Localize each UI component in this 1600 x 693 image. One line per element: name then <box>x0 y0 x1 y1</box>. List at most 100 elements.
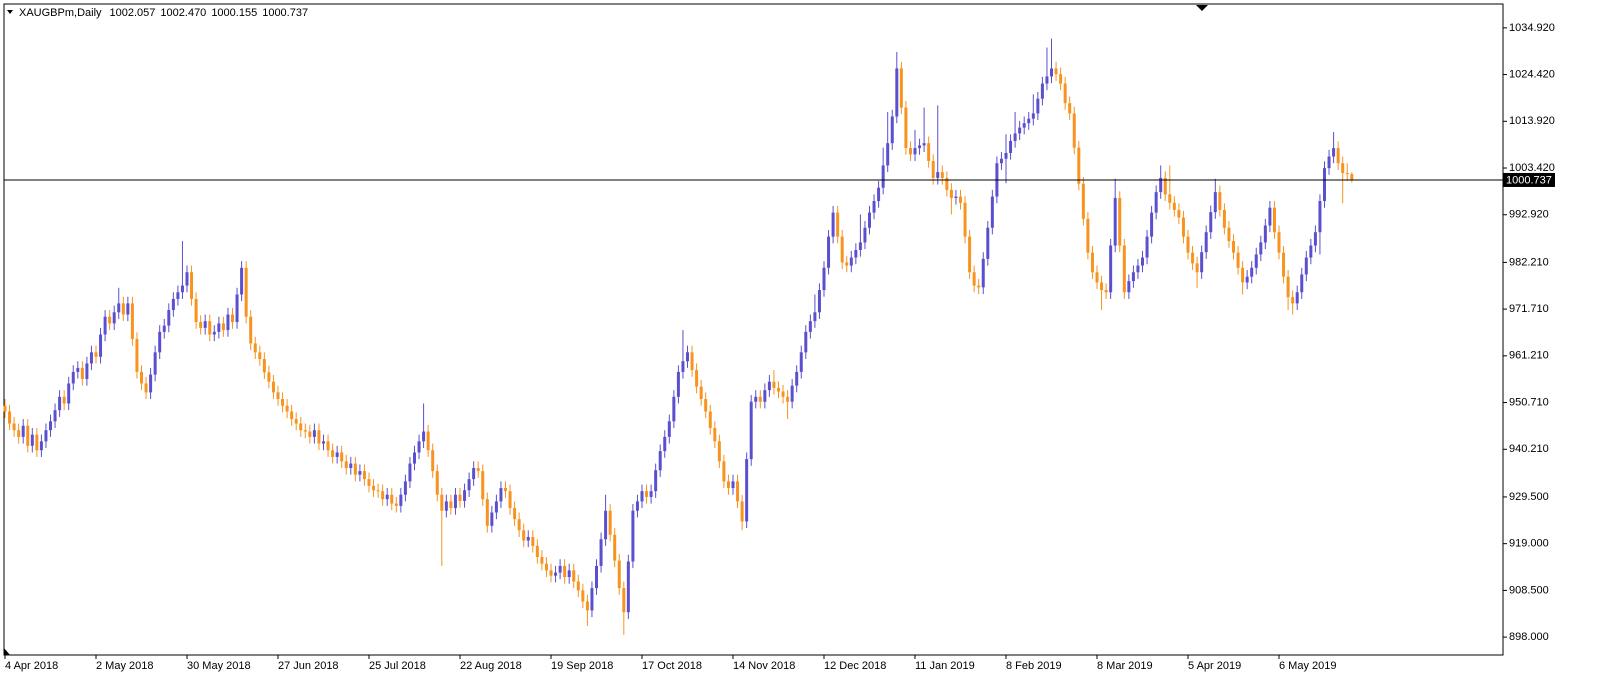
candle-body <box>613 534 617 561</box>
candle-body <box>1163 177 1167 195</box>
candle-body <box>986 227 990 259</box>
y-tick-label: 940.210 <box>1509 443 1549 455</box>
candle-body <box>262 359 266 373</box>
candle-body <box>595 565 598 589</box>
candle-body <box>799 352 803 372</box>
candle-body <box>1136 265 1140 273</box>
candle-body <box>1341 163 1345 174</box>
candle-body <box>717 441 721 462</box>
candle-body <box>435 471 439 495</box>
candle-body <box>1095 272 1099 283</box>
candle-body <box>458 494 462 501</box>
candle-body <box>385 494 389 500</box>
candle-body <box>94 352 98 357</box>
candle-body <box>840 236 844 263</box>
candle-body <box>1009 140 1013 153</box>
candle-body <box>604 510 608 540</box>
candle-body <box>763 390 767 402</box>
candle-body <box>331 450 335 457</box>
candle-body <box>89 352 93 364</box>
candle-body <box>736 481 740 502</box>
x-tick-label: 19 Sep 2018 <box>551 660 613 672</box>
candle-body <box>872 201 876 213</box>
candle-body <box>713 427 717 442</box>
candle-body <box>658 451 662 471</box>
candle-body <box>1345 173 1349 175</box>
candle-body <box>1177 209 1181 218</box>
candle-body <box>426 431 430 451</box>
candle-body <box>226 314 230 331</box>
y-tick-label: 898.000 <box>1509 631 1549 643</box>
candle-body <box>472 468 476 480</box>
candle-body <box>362 471 366 480</box>
quote-value: 1000.155 <box>211 7 257 19</box>
candle-body <box>62 396 66 404</box>
candle-body <box>927 143 931 161</box>
x-tick-label: 12 Dec 2018 <box>824 660 886 672</box>
candle-body <box>640 491 644 502</box>
candle-body <box>130 303 134 339</box>
candle-body <box>572 570 576 582</box>
candle-body <box>144 383 148 393</box>
candle-body <box>1081 183 1085 219</box>
candle-body <box>1263 225 1267 243</box>
candle-body <box>704 399 708 412</box>
candle-body <box>276 392 280 400</box>
candle-body <box>1122 245 1126 293</box>
candle-body <box>1109 245 1113 293</box>
candle-body <box>777 387 780 392</box>
candle-body <box>1154 192 1158 213</box>
candle-body <box>1063 83 1067 104</box>
candle-body <box>1236 252 1240 268</box>
y-tick-label: 919.000 <box>1509 538 1549 550</box>
candle-body <box>1090 252 1094 273</box>
y-tick-label: 961.210 <box>1509 350 1549 362</box>
candle-body <box>390 494 394 504</box>
candle-body <box>990 196 994 228</box>
candle-body <box>1150 212 1154 237</box>
candle-body <box>813 312 817 322</box>
candle-body <box>358 471 362 475</box>
candle-body <box>1332 148 1336 157</box>
x-tick-label: 14 Nov 2018 <box>733 660 795 672</box>
candle-body <box>353 463 357 475</box>
candle-body <box>745 459 749 522</box>
candle-body <box>1040 83 1044 99</box>
candle-body <box>881 165 885 188</box>
shift-marker[interactable] <box>1196 5 1208 11</box>
menu-triangle[interactable] <box>7 10 13 14</box>
x-tick-label: 27 Jun 2018 <box>278 660 339 672</box>
candle-body <box>467 479 471 491</box>
candle-body <box>722 461 726 482</box>
candle-body <box>1309 245 1313 258</box>
candle-body <box>26 425 30 446</box>
candle-body <box>440 494 444 511</box>
candle-body <box>217 323 221 332</box>
candle-body <box>1327 156 1331 169</box>
y-tick-label: 1013.920 <box>1509 115 1555 127</box>
candle-body <box>504 488 507 492</box>
candle-body <box>754 396 758 402</box>
candle-body <box>1313 232 1317 246</box>
candle-body <box>303 430 307 432</box>
candle-body <box>977 285 981 288</box>
candles <box>3 38 1354 635</box>
candle-body <box>499 488 503 502</box>
candle-body <box>285 405 289 412</box>
candle-body <box>1232 241 1235 253</box>
candle-body <box>35 434 39 451</box>
candle-body <box>80 367 84 380</box>
candle-body <box>631 510 635 562</box>
candle-body <box>176 292 180 299</box>
candle-body <box>622 588 626 613</box>
candle-body <box>1277 232 1281 253</box>
candle-body <box>554 572 558 576</box>
candle-body <box>513 508 517 520</box>
candle-body <box>1213 192 1217 213</box>
x-tick-label: 2 May 2018 <box>96 660 153 672</box>
candle-body <box>731 481 735 489</box>
candle-body <box>758 396 762 402</box>
candle-body <box>108 316 112 324</box>
candle-body <box>522 530 526 541</box>
corner-marker <box>4 648 10 655</box>
